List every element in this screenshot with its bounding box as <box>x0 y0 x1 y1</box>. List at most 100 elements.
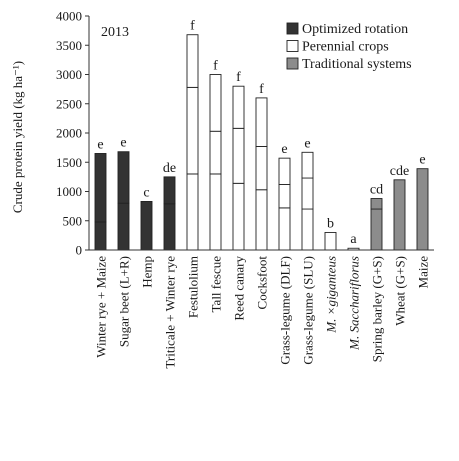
bar <box>255 97 268 251</box>
legend-label: Optimized rotation <box>302 22 408 37</box>
bar-segment <box>94 153 107 223</box>
x-tick-label: Wheat (G+S) <box>393 256 408 326</box>
legend-label: Perennial crops <box>302 40 389 55</box>
y-tick-label: 1500 <box>56 155 82 170</box>
bar <box>324 231 337 251</box>
bar-segment <box>324 231 337 251</box>
x-tick-label: Winter rye + Maize <box>94 256 109 358</box>
legend-swatch <box>286 57 299 70</box>
y-tick-label: 2000 <box>56 126 82 141</box>
y-tick-label: 500 <box>63 213 83 228</box>
bar-segment <box>163 176 176 205</box>
bar-segment <box>186 173 199 251</box>
significance-letter: c <box>143 185 149 200</box>
bar-segment <box>186 34 199 88</box>
bar-segment <box>255 189 268 251</box>
bar-segment <box>209 130 222 175</box>
x-tick-label: Cocksfoot <box>255 256 270 310</box>
bar <box>416 168 429 251</box>
significance-letter: e <box>120 136 126 151</box>
bar-segment <box>301 151 314 179</box>
bar <box>209 74 222 251</box>
legend-entry: Perennial crops <box>286 40 389 55</box>
year-annotation: 2013 <box>101 25 129 40</box>
bar-segment <box>209 173 222 251</box>
bar-segment <box>186 86 199 175</box>
bar-segment <box>140 200 153 251</box>
legend-entry: Optimized rotation <box>286 22 408 37</box>
x-tick-label: M. ×giganteus <box>324 256 339 334</box>
y-tick-label: 0 <box>76 243 83 258</box>
y-axis-ticks: 0 500 1000 1500 2000 2500 3000 3500 4000 <box>56 9 89 258</box>
y-tick-label: 3000 <box>56 67 82 82</box>
significance-letter: f <box>213 59 218 74</box>
x-tick-label: Grass-legume (DLF) <box>278 256 293 365</box>
significance-letter: e <box>304 136 310 151</box>
x-tick-label: M. Sacchariflorus <box>347 256 362 351</box>
significance-letter: cde <box>390 164 409 179</box>
bar-segment <box>163 203 176 251</box>
bar-segment <box>278 207 291 251</box>
bar-segment <box>232 182 245 251</box>
significance-letter: e <box>97 137 103 152</box>
x-tick-label: Festulolium <box>186 256 201 318</box>
bar-segment <box>209 74 222 132</box>
bar <box>140 200 153 251</box>
bar-segment <box>278 157 291 185</box>
legend-swatch <box>286 40 299 52</box>
x-tick-label: Reed canary <box>232 256 247 321</box>
y-axis-label: Crude protein yield (kg ha⁻¹) <box>10 61 25 213</box>
bar-segment <box>94 221 107 251</box>
significance-letter: e <box>419 153 425 168</box>
bar-segment <box>370 208 383 251</box>
y-tick-label: 4000 <box>56 9 82 24</box>
bar <box>186 34 199 251</box>
x-tick-label: Triticale + Winter rye <box>163 256 178 369</box>
x-tick-label: Spring barley (G+S) <box>370 256 385 362</box>
x-tick-label: Maize <box>416 256 431 289</box>
bar <box>163 176 176 251</box>
x-axis-tick-labels: Winter rye + Maize Sugar beet (L+R) Hemp Tr… <box>94 256 431 369</box>
x-tick-label: Hemp <box>140 256 155 288</box>
y-tick-label: 2500 <box>56 96 82 111</box>
bar <box>301 151 314 251</box>
bar-segment <box>255 146 268 191</box>
significance-letter: cd <box>370 183 383 198</box>
bar-segment <box>301 177 314 210</box>
significance-letter: e <box>281 142 287 157</box>
significance-letter: f <box>190 19 195 34</box>
x-tick-label: Tall fescue <box>209 256 224 313</box>
bar <box>232 85 245 251</box>
bars <box>94 34 429 251</box>
bar-segment <box>416 168 429 251</box>
significance-letter: f <box>236 70 241 85</box>
y-axis-label-group: Crude protein yield (kg ha⁻¹) <box>10 61 25 213</box>
bar <box>94 153 107 251</box>
y-tick-label: 3500 <box>56 38 82 53</box>
legend: Optimized rotation Perennial crops Traditi… <box>286 22 412 72</box>
bar-segment <box>301 208 314 251</box>
bar-segment <box>278 184 291 209</box>
significance-letter: de <box>163 161 176 176</box>
bar-segment <box>117 151 130 204</box>
x-tick-label: Sugar beet (L+R) <box>117 256 132 347</box>
bar-segment <box>370 198 383 210</box>
y-tick-label: 1000 <box>56 184 82 199</box>
bar-segment <box>232 127 245 184</box>
bar <box>117 151 130 251</box>
significance-letter: b <box>327 216 334 231</box>
bar-segment <box>232 85 245 129</box>
legend-label: Traditional systems <box>302 57 412 72</box>
bar <box>393 179 406 251</box>
legend-swatch <box>286 22 299 35</box>
x-tick-label: Grass-legume (SLU) <box>301 256 316 365</box>
legend-entry: Traditional systems <box>286 57 412 72</box>
bar-segment <box>393 179 406 251</box>
bar <box>370 198 383 251</box>
significance-letter: a <box>350 232 357 247</box>
significance-letter: f <box>259 82 264 97</box>
bar <box>278 157 291 251</box>
bar-segment <box>117 202 130 251</box>
